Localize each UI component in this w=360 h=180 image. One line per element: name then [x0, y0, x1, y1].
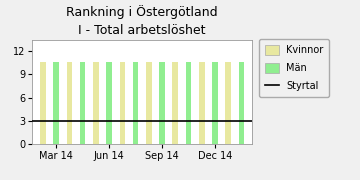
- Legend: Kvinnor, Män, Styrtal: Kvinnor, Män, Styrtal: [259, 39, 329, 97]
- Bar: [53, 62, 59, 144]
- Bar: [40, 62, 46, 144]
- Bar: [199, 62, 204, 144]
- Bar: [212, 62, 218, 144]
- Bar: [146, 62, 152, 144]
- Bar: [93, 62, 99, 144]
- Title: Rankning i Östergötland
I - Total arbetslöshet: Rankning i Östergötland I - Total arbets…: [66, 5, 218, 37]
- Bar: [120, 62, 125, 144]
- Bar: [159, 62, 165, 144]
- Bar: [172, 62, 178, 144]
- Bar: [239, 62, 244, 144]
- Bar: [67, 62, 72, 144]
- Bar: [133, 62, 138, 144]
- Bar: [186, 62, 191, 144]
- Bar: [80, 62, 85, 144]
- Bar: [225, 62, 231, 144]
- Bar: [106, 62, 112, 144]
